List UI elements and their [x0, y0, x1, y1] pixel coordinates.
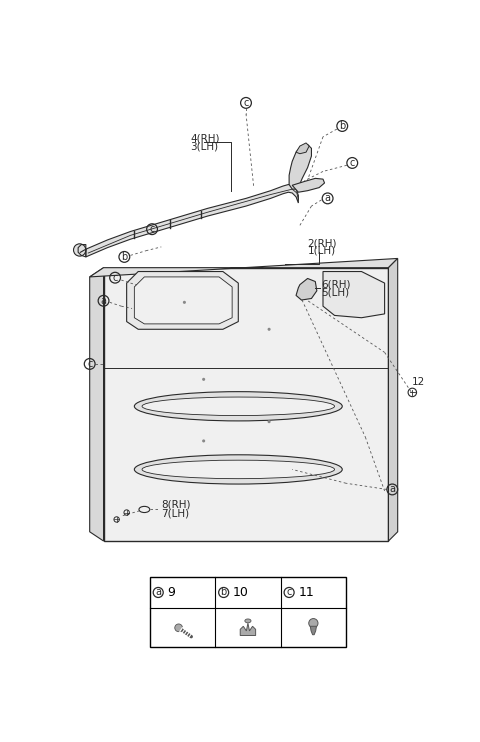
Text: a: a: [324, 194, 331, 203]
Circle shape: [175, 624, 182, 631]
Circle shape: [73, 244, 86, 256]
Polygon shape: [90, 268, 104, 541]
Text: 4(RH): 4(RH): [191, 134, 220, 143]
Text: 3(LH): 3(LH): [191, 141, 219, 151]
Polygon shape: [388, 258, 398, 541]
Circle shape: [309, 619, 318, 628]
Text: c: c: [87, 359, 92, 369]
Ellipse shape: [139, 506, 150, 513]
Bar: [150, 577, 346, 646]
Text: a: a: [155, 588, 161, 597]
Text: 10: 10: [233, 586, 249, 599]
Ellipse shape: [134, 455, 342, 484]
Text: c: c: [149, 224, 155, 234]
Circle shape: [267, 328, 271, 331]
Text: 1(LH): 1(LH): [308, 246, 336, 256]
Text: 2(RH): 2(RH): [308, 238, 337, 248]
Text: 9: 9: [168, 586, 175, 599]
Polygon shape: [104, 268, 388, 541]
Text: 12: 12: [411, 377, 425, 387]
Text: 6(RH): 6(RH): [322, 280, 351, 289]
Polygon shape: [296, 278, 317, 300]
Polygon shape: [127, 272, 238, 329]
Circle shape: [267, 420, 271, 423]
Polygon shape: [289, 145, 312, 189]
Circle shape: [202, 439, 205, 442]
Polygon shape: [310, 626, 316, 634]
Circle shape: [183, 301, 186, 304]
Polygon shape: [240, 623, 256, 635]
Polygon shape: [292, 178, 324, 192]
Polygon shape: [90, 258, 398, 277]
Text: b: b: [121, 252, 128, 262]
Text: a: a: [100, 296, 107, 306]
Polygon shape: [296, 143, 309, 154]
Ellipse shape: [142, 460, 335, 479]
Text: c: c: [287, 588, 292, 597]
Text: 11: 11: [299, 586, 314, 599]
Polygon shape: [86, 185, 299, 257]
Text: b: b: [339, 121, 346, 131]
Text: c: c: [349, 158, 355, 168]
Text: c: c: [243, 98, 249, 108]
Ellipse shape: [245, 619, 251, 623]
Text: c: c: [112, 273, 118, 283]
Text: a: a: [389, 485, 396, 494]
Circle shape: [202, 378, 205, 381]
Polygon shape: [134, 277, 232, 324]
Text: 7(LH): 7(LH): [161, 508, 190, 519]
Polygon shape: [323, 272, 384, 318]
Ellipse shape: [134, 392, 342, 421]
Ellipse shape: [142, 397, 335, 416]
Text: b: b: [220, 588, 227, 597]
Text: 8(RH): 8(RH): [161, 500, 191, 510]
Text: 5(LH): 5(LH): [322, 287, 349, 298]
